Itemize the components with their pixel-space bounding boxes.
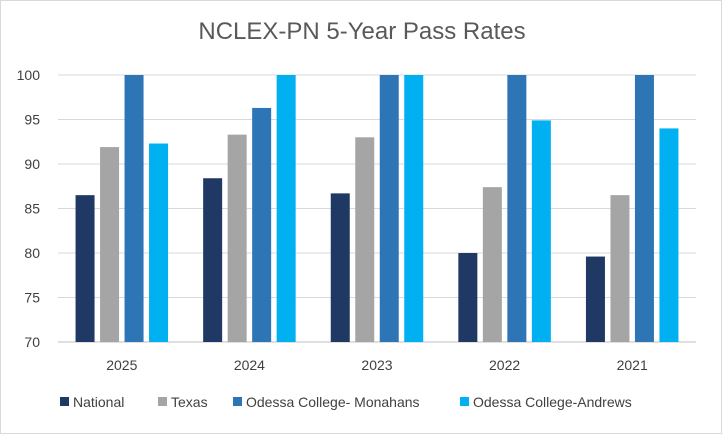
bar [124,75,144,342]
bar [379,75,399,342]
legend-label: Odessa College-Andrews [473,394,632,410]
bar [610,195,630,342]
y-tick-label: 70 [24,334,40,350]
legend-swatch [60,397,69,406]
y-tick-label: 90 [24,156,40,172]
legend: National Texas Odessa College- Monahans Ode… [60,394,632,410]
y-tick-label: 80 [24,245,40,261]
bar [355,137,375,342]
bar [252,107,272,343]
bar [330,193,350,342]
bar [203,178,223,342]
x-tick-label: 2023 [361,357,392,373]
y-tick-label: 100 [17,67,41,83]
legend-swatch [233,397,242,406]
legend-swatch [158,397,167,406]
bar [227,134,247,342]
bar [507,75,527,342]
bar [75,195,95,342]
y-tick-label: 75 [24,290,40,306]
bar [659,128,679,342]
legend-swatch [460,397,469,406]
legend-label: Texas [171,394,208,410]
y-tick-label: 85 [24,201,40,217]
bar [482,187,502,342]
bar [404,75,424,342]
x-axis-ticks: 2025 2024 2023 2022 2021 [106,357,648,373]
x-tick-label: 2024 [234,357,265,373]
y-tick-label: 95 [24,112,40,128]
bar [100,147,120,342]
legend-label: Odessa College- Monahans [246,394,420,410]
x-tick-label: 2022 [489,357,520,373]
x-tick-label: 2025 [106,357,137,373]
bar [458,253,478,342]
bar [276,75,296,342]
bar [531,120,551,342]
bars [75,75,679,343]
legend-label: National [73,394,124,410]
chart-title: NCLEX-PN 5-Year Pass Rates [198,18,526,45]
bar [585,256,605,342]
bar [634,75,654,342]
y-axis-ticks: 70 75 80 85 90 95 100 [17,67,41,350]
bar [149,143,169,342]
x-tick-label: 2021 [617,357,648,373]
